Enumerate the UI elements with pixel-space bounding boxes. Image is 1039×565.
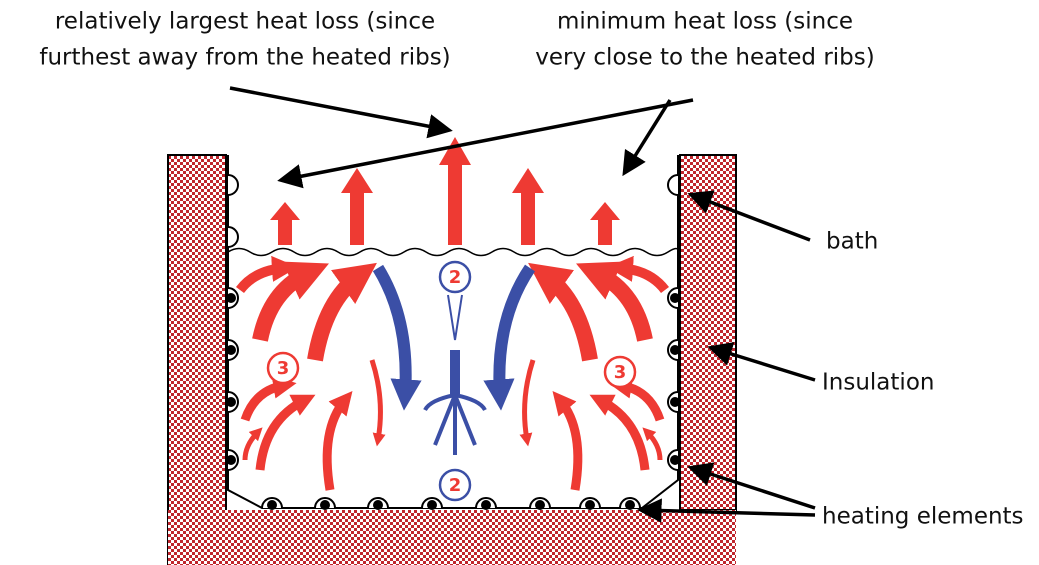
annotation: relatively largest heat loss (since — [55, 9, 435, 35]
annotation: very close to the heated ribs) — [535, 45, 874, 71]
heater-core — [226, 397, 236, 407]
insulation — [167, 154, 737, 565]
ribs — [227, 174, 679, 248]
heater-core — [670, 293, 680, 303]
label: Insulation — [822, 370, 934, 396]
water-surface — [227, 247, 679, 257]
label: heating elements — [822, 504, 1024, 530]
markers — [266, 260, 637, 502]
heater-core — [226, 345, 236, 355]
flow-arrows — [236, 255, 669, 491]
marker-label: 2 — [449, 475, 462, 496]
heater-core — [535, 500, 545, 510]
heater-core — [226, 455, 236, 465]
annotation: minimum heat loss (since — [557, 9, 853, 35]
heater-core — [585, 500, 595, 510]
heater-core — [670, 345, 680, 355]
heat-loss-arrows — [270, 137, 620, 245]
heater-core — [226, 293, 236, 303]
marker-label: 2 — [449, 267, 462, 288]
pointer-arrows — [229, 86, 816, 523]
marker-label: 3 — [277, 358, 290, 379]
marker-label: 3 — [614, 362, 627, 383]
heating-elements — [226, 287, 680, 510]
heater-core — [670, 397, 680, 407]
heater-core — [670, 455, 680, 465]
heater-core — [267, 500, 277, 510]
annotation: furthest away from the heated ribs) — [39, 45, 450, 71]
heater-core — [625, 500, 635, 510]
heater-core — [481, 500, 491, 510]
label: bath — [826, 229, 878, 255]
heater-core — [320, 500, 330, 510]
heater-core — [373, 500, 383, 510]
heater-core — [427, 500, 437, 510]
